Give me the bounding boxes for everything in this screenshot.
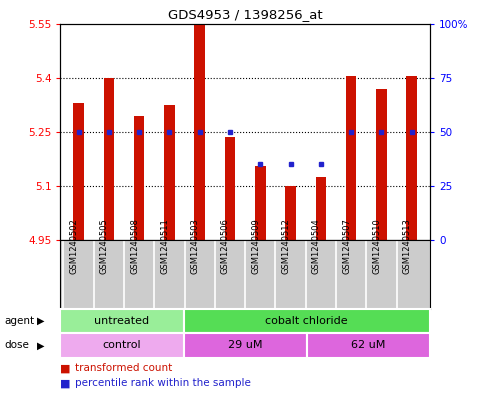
Text: GSM1240509: GSM1240509 — [251, 218, 260, 274]
Text: GSM1240506: GSM1240506 — [221, 218, 230, 274]
Bar — [103, 78, 114, 240]
Text: GSM1240507: GSM1240507 — [342, 218, 351, 274]
Title: GDS4953 / 1398256_at: GDS4953 / 1398256_at — [168, 8, 323, 21]
Text: GSM1240505: GSM1240505 — [100, 218, 109, 274]
Text: ■: ■ — [60, 378, 74, 388]
Text: transformed count: transformed count — [75, 364, 172, 373]
Text: GSM1240504: GSM1240504 — [312, 218, 321, 274]
Text: ▶: ▶ — [37, 316, 45, 326]
Text: untreated: untreated — [94, 316, 150, 326]
Bar — [194, 26, 205, 240]
Text: ▶: ▶ — [37, 340, 45, 351]
Bar — [406, 76, 417, 240]
Text: GSM1240503: GSM1240503 — [191, 218, 199, 274]
Text: cobalt chloride: cobalt chloride — [265, 316, 348, 326]
Text: GSM1240512: GSM1240512 — [282, 218, 291, 274]
Bar — [60, 309, 184, 333]
Bar — [73, 103, 84, 240]
Text: percentile rank within the sample: percentile rank within the sample — [75, 378, 251, 388]
Text: 29 uM: 29 uM — [228, 340, 262, 351]
Text: GSM1240502: GSM1240502 — [70, 218, 79, 274]
Text: GSM1240513: GSM1240513 — [403, 218, 412, 274]
Bar — [184, 333, 307, 358]
Bar — [346, 76, 356, 240]
Bar — [60, 333, 184, 358]
Text: control: control — [103, 340, 141, 351]
Text: dose: dose — [5, 340, 30, 351]
Text: 62 uM: 62 uM — [351, 340, 385, 351]
Text: agent: agent — [5, 316, 35, 326]
Bar — [134, 116, 144, 240]
Text: ■: ■ — [60, 364, 74, 373]
Text: GSM1240511: GSM1240511 — [160, 218, 170, 274]
Text: GSM1240510: GSM1240510 — [372, 218, 382, 274]
Bar — [376, 88, 387, 240]
Bar — [225, 137, 235, 240]
Bar — [285, 186, 296, 240]
Bar — [307, 333, 430, 358]
Bar — [315, 177, 326, 240]
Bar — [164, 105, 175, 240]
Text: GSM1240508: GSM1240508 — [130, 218, 139, 274]
Bar — [184, 309, 430, 333]
Bar — [255, 166, 266, 240]
